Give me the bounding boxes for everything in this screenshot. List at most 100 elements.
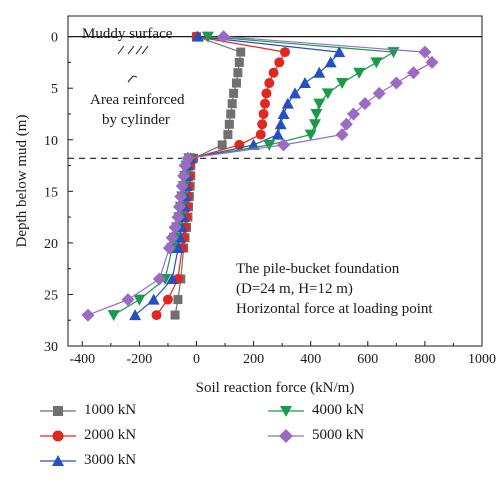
data-point — [172, 200, 186, 214]
annotation-muddy-surface: Muddy surface — [82, 26, 173, 42]
data-point — [406, 66, 420, 80]
data-point — [277, 107, 290, 119]
data-point — [233, 68, 243, 78]
data-point — [162, 241, 176, 255]
y-tick-label: 0 — [51, 31, 58, 46]
data-point — [172, 242, 185, 254]
legend-label: 1000 kN — [84, 402, 137, 418]
x-tick-label: 1000 — [468, 352, 496, 367]
data-point — [173, 231, 186, 243]
chart: -400 -200 0 200 400 600 800 1000 0 5 10 15 20 25 30 So… — [14, 15, 496, 396]
data-point — [226, 109, 236, 119]
x-tick-label: 600 — [357, 352, 378, 367]
data-point — [229, 88, 239, 98]
data-point — [263, 139, 276, 151]
data-point — [231, 78, 241, 88]
legend-marker-diamond-icon — [268, 428, 304, 443]
y-tick-label: 5 — [51, 82, 58, 97]
data-point — [173, 295, 183, 305]
series-layer — [81, 30, 439, 322]
data-point — [313, 66, 326, 78]
data-point — [310, 108, 323, 120]
data-point — [347, 107, 361, 121]
legend-marker-triangle-down-icon — [268, 405, 304, 417]
data-point — [261, 88, 272, 99]
data-point — [339, 117, 353, 131]
data-point — [162, 294, 173, 305]
x-tick-label: 800 — [414, 352, 435, 367]
data-point — [279, 47, 290, 58]
data-point — [258, 108, 269, 119]
data-point — [121, 293, 135, 307]
data-point — [358, 97, 372, 111]
data-point — [255, 129, 266, 140]
annotation-dimensions: (D=24 m, H=12 m) — [236, 281, 353, 297]
legend-label: 4000 kN — [312, 402, 365, 418]
y-tick-label: 30 — [44, 340, 58, 355]
data-point — [217, 140, 227, 150]
x-tick-label: 400 — [300, 352, 321, 367]
legend-item-1000: 1000 kN — [40, 402, 136, 419]
hatch-marks — [117, 45, 149, 83]
data-point — [313, 98, 326, 110]
data-point — [370, 57, 383, 69]
data-point — [177, 169, 191, 183]
data-point — [191, 30, 204, 42]
x-tick-label: -200 — [127, 352, 153, 367]
data-point — [389, 76, 403, 90]
data-point — [224, 119, 234, 129]
legend-marker-triangle-up-icon — [40, 454, 76, 466]
data-point — [264, 78, 275, 89]
y-tick-label: 20 — [44, 237, 58, 252]
data-point — [223, 130, 233, 140]
y-axis-label: Depth below mud (m) — [14, 115, 30, 248]
data-point — [324, 56, 337, 68]
axes: -400 -200 0 200 400 600 800 1000 0 5 10 15 20 25 30 — [44, 31, 496, 367]
annotation-foundation: The pile-bucket foundation — [236, 261, 400, 277]
data-point — [201, 31, 214, 43]
legend: 1000 kN 2000 kN 3000 kN 4000 kN 5000 kN — [40, 402, 480, 478]
legend-label: 2000 kN — [84, 427, 137, 443]
annotation-area-reinforced: Area reinforced — [90, 92, 185, 108]
data-point — [133, 294, 146, 306]
data-point — [425, 55, 439, 69]
data-point — [165, 231, 179, 245]
data-point — [308, 119, 321, 131]
data-point — [166, 272, 179, 284]
legend-label: 5000 kN — [312, 427, 365, 443]
data-point — [170, 310, 180, 320]
data-point — [171, 210, 185, 224]
data-point — [321, 88, 334, 100]
data-point — [178, 159, 192, 173]
y-tick-label: 25 — [44, 288, 58, 303]
legend-item-2000: 2000 kN — [40, 427, 136, 444]
data-point — [274, 118, 287, 130]
x-tick-label: 200 — [243, 352, 264, 367]
legend-label: 3000 kN — [84, 452, 137, 468]
data-point — [81, 308, 95, 322]
data-point — [268, 67, 279, 78]
data-point — [234, 57, 244, 67]
data-point — [168, 220, 182, 234]
x-tick-label: -400 — [69, 352, 95, 367]
data-point — [107, 310, 120, 322]
data-point — [304, 129, 317, 141]
legend-marker-square-icon — [40, 405, 76, 416]
data-point — [257, 119, 268, 130]
data-point — [129, 309, 142, 321]
data-point — [260, 98, 271, 109]
plot-frame — [67, 15, 483, 347]
annotation-loading: Horizontal force at loading point — [236, 301, 433, 317]
y-tick-label: 15 — [44, 185, 58, 200]
data-point — [335, 128, 349, 142]
data-point — [353, 67, 366, 79]
data-point — [217, 30, 231, 44]
data-point — [288, 87, 301, 99]
legend-item-3000: 3000 kN — [40, 452, 136, 469]
data-point — [387, 47, 400, 59]
data-point — [274, 57, 285, 68]
x-axis-label: Soil reaction force (kN/m) — [196, 380, 355, 396]
data-point — [227, 99, 237, 109]
data-point — [298, 77, 311, 89]
legend-item-5000: 5000 kN — [268, 427, 364, 444]
